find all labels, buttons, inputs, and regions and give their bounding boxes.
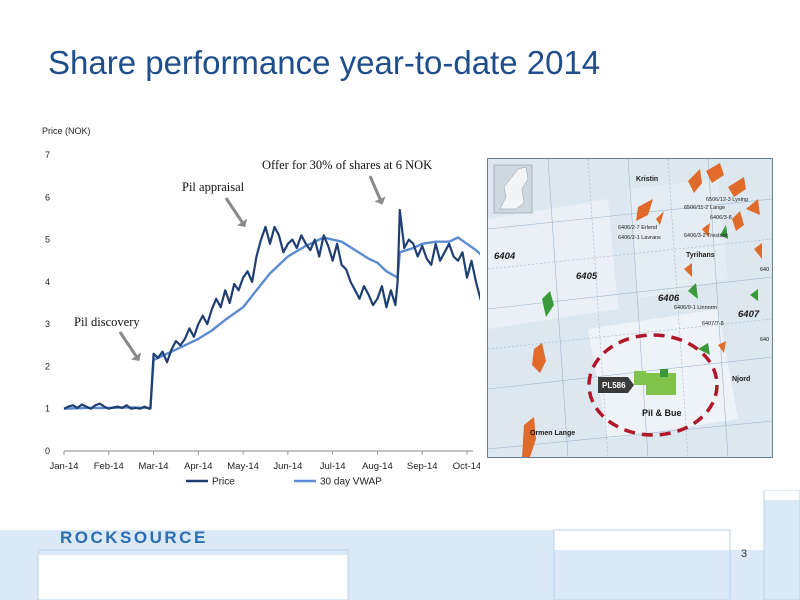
- map-block: [488, 199, 618, 329]
- x-tick-label: Jul-14: [320, 461, 346, 472]
- x-tick-label: Oct-14: [453, 461, 480, 472]
- slide-title: Share performance year-to-date 2014: [48, 44, 601, 81]
- highlight-ellipse: [587, 333, 719, 437]
- quadrant-label: 6407: [738, 309, 760, 320]
- price-chart: Price (NOK) 0 1 2 3 4 5 6 7 Jan-14 Feb-14 Mar-14 A…: [42, 126, 480, 488]
- field-label: 6406/9-1 Linnorm: [674, 305, 718, 311]
- license-map: 6404 6405 6406 6407 Kristin 6506/12-3 Ly…: [487, 158, 773, 458]
- map-grid: [488, 159, 772, 457]
- legend-label: 30 day VWAP: [320, 477, 382, 488]
- x-tick-label: Sep-14: [407, 461, 438, 472]
- y-tick-label: 7: [45, 150, 50, 160]
- license-tag: [598, 377, 634, 393]
- y-tick-label: 0: [45, 446, 50, 456]
- chart-annotation: Pil appraisal: [182, 180, 245, 194]
- annotation-arrow: [118, 331, 138, 357]
- x-tick-label: Jun-14: [273, 461, 302, 472]
- y-axis-label: Price (NOK): [42, 126, 91, 136]
- annotation-arrow: [224, 197, 244, 223]
- legend-label: Price: [212, 477, 235, 488]
- page-number: 3: [741, 548, 748, 560]
- field-label: Ormen Lange: [530, 430, 575, 437]
- quadrant-label: 6405: [576, 271, 598, 282]
- x-tick-label: Feb-14: [94, 461, 124, 472]
- quadrant-label: 6404: [494, 251, 516, 262]
- field-label: 6406/2-7 Erlend: [618, 225, 657, 231]
- annotations: Pil discovery Pil appraisal Offer for 30% …: [74, 158, 432, 361]
- y-tick-label: 2: [45, 361, 50, 371]
- price-series-line: [63, 208, 480, 410]
- map-labels: 6404 6405 6406 6407 Kristin 6506/12-3 Ly…: [494, 176, 769, 437]
- footer-decoration: [0, 490, 800, 600]
- field-label: 6506/11-2 Lange: [684, 205, 725, 211]
- x-tick-label: Mar-14: [139, 461, 169, 472]
- field-name-label: Pil & Bue: [642, 408, 682, 418]
- x-tick-label: Apr-14: [184, 461, 213, 472]
- map-block: [628, 179, 728, 299]
- legend: Price 30 day VWAP: [186, 477, 382, 488]
- field-label: 640: [760, 267, 769, 273]
- field-label: 6406/3-8: [710, 215, 732, 221]
- y-tick-label: 6: [45, 192, 50, 202]
- field-label: 6406/3-2 Trestakk: [684, 233, 728, 239]
- field-label: 6506/12-3 Lysing: [706, 197, 748, 203]
- chart-annotation: Pil discovery: [74, 315, 140, 329]
- x-tick-label: May-14: [227, 461, 259, 472]
- y-tick-label: 1: [45, 404, 50, 414]
- x-axis: Jan-14 Feb-14 Mar-14 Apr-14 May-14 Jun-14 Jul-…: [49, 450, 480, 472]
- annotation-arrowhead: [237, 218, 247, 227]
- y-tick-label: 5: [45, 235, 50, 245]
- series-lines: [63, 208, 480, 410]
- field-label: 6407/7-8: [702, 321, 724, 327]
- chart-annotation: Offer for 30% of shares at 6 NOK: [262, 158, 432, 172]
- annotation-arrowhead: [374, 196, 386, 205]
- field-label: 640: [760, 337, 769, 343]
- y-tick-label: 4: [45, 277, 50, 287]
- inset-norway-icon: [499, 166, 529, 210]
- quadrant-label: 6406: [658, 293, 680, 304]
- x-tick-label: Jan-14: [49, 461, 78, 472]
- field-label: 6406/2-1 Lavrans: [618, 235, 661, 241]
- map-fields: [522, 163, 762, 457]
- annotation-arrowhead: [131, 352, 141, 361]
- field-label: Njord: [732, 376, 750, 383]
- y-axis: 0 1 2 3 4 5 6 7: [45, 150, 50, 456]
- field-label: Kristin: [636, 176, 658, 183]
- license-label: PL586: [602, 381, 626, 390]
- annotation-arrow: [368, 175, 382, 200]
- x-tick-label: Aug-14: [362, 461, 393, 472]
- field-label: Tyrihans: [686, 252, 715, 259]
- map-graphic: 6404 6405 6406 6407 Kristin 6506/12-3 Ly…: [488, 159, 772, 457]
- y-tick-label: 3: [45, 319, 50, 329]
- rocksource-logo: ROCKSOURCE: [60, 528, 208, 547]
